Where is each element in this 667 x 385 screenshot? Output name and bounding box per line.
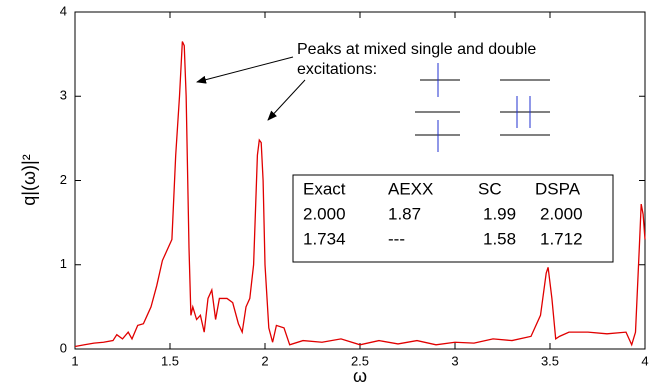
table-cell: 2.000 <box>540 204 583 223</box>
y-tick-label: 3 <box>60 88 67 103</box>
x-tick-label: 2 <box>261 353 268 368</box>
table-cell: 2.000 <box>303 204 346 223</box>
x-tick-label: 2.5 <box>351 353 369 368</box>
table-header: AEXX <box>388 179 433 198</box>
y-tick-label: 4 <box>60 3 67 18</box>
level-diagram <box>415 63 550 152</box>
annotation: Peaks at mixed single and double <box>297 41 536 58</box>
data-line <box>74 41 646 348</box>
table-cell: --- <box>388 229 405 248</box>
table-cell: 1.87 <box>388 204 421 223</box>
table-header: SC <box>478 179 502 198</box>
table-cell: 1.58 <box>483 229 516 248</box>
y-axis-label: q|(ω)|² <box>19 154 39 205</box>
arrow <box>267 79 306 121</box>
x-tick-label: 1.5 <box>161 353 179 368</box>
arrow <box>196 56 294 84</box>
table-cell: 1.734 <box>303 229 346 248</box>
x-axis-label: ω <box>353 366 367 385</box>
inset-table-box <box>292 174 614 263</box>
table-header: DSPA <box>535 179 581 198</box>
table-cell: 1.712 <box>540 229 583 248</box>
x-tick-label: 3.5 <box>541 353 559 368</box>
annotation: excitations: <box>297 61 377 78</box>
y-tick-label: 0 <box>60 340 67 355</box>
y-tick-label: 2 <box>60 172 67 187</box>
x-tick-label: 1 <box>71 353 78 368</box>
x-tick-label: 4 <box>641 353 648 368</box>
x-tick-label: 3 <box>451 353 458 368</box>
table-cell: 1.99 <box>483 204 516 223</box>
y-tick-label: 1 <box>60 256 67 271</box>
table-header: Exact <box>303 179 346 198</box>
